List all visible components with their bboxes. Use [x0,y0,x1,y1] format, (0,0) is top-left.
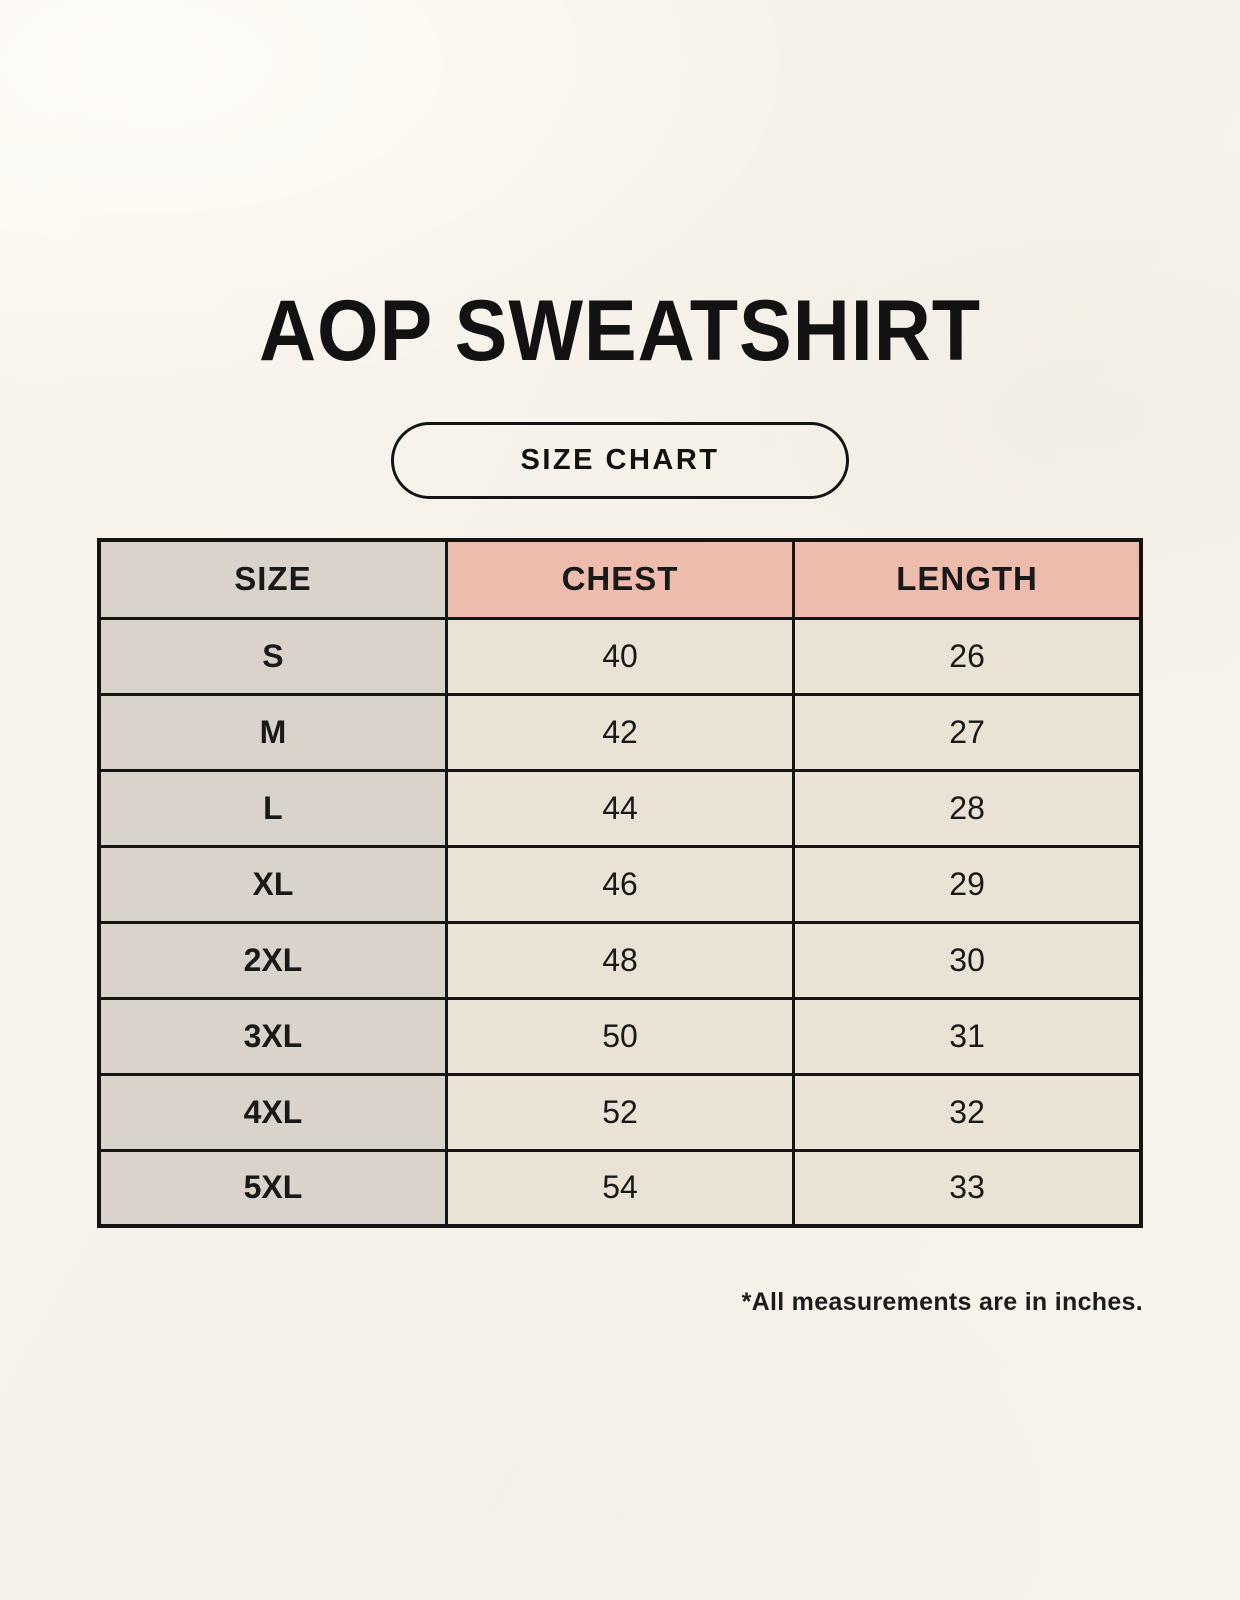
size-cell: L [97,768,448,848]
size-cell: M [97,692,448,772]
column-header-size: SIZE [97,538,448,620]
chest-value-cell: 40 [444,616,796,696]
size-chart-badge-label: SIZE CHART [520,444,720,476]
chest-value-cell: 46 [444,844,796,924]
table-row: XL 46 29 [97,844,1143,924]
chest-value-cell: 42 [444,692,796,772]
measurements-footnote: *All measurements are in inches. [741,1288,1143,1316]
column-header-chest: CHEST [444,538,796,620]
chest-value-cell: 54 [444,1148,796,1228]
length-value-cell: 28 [792,768,1143,848]
table-row: 5XL 54 33 [97,1148,1143,1228]
table-row: 2XL 48 30 [97,920,1143,1000]
size-cell: 5XL [97,1148,448,1228]
chest-value-cell: 50 [444,996,796,1076]
chest-value-cell: 44 [444,768,796,848]
size-chart-table: SIZE CHEST LENGTH S 40 26 M 42 27 L 44 2… [97,538,1143,1228]
size-cell: XL [97,844,448,924]
size-cell: 3XL [97,996,448,1076]
size-cell: S [97,616,448,696]
size-cell: 4XL [97,1072,448,1152]
table-row: L 44 28 [97,768,1143,848]
size-chart-badge: SIZE CHART [391,422,849,499]
table-header-row: SIZE CHEST LENGTH [97,538,1143,620]
table-row: 3XL 50 31 [97,996,1143,1076]
table-row: S 40 26 [97,616,1143,696]
size-cell: 2XL [97,920,448,1000]
chest-value-cell: 48 [444,920,796,1000]
chest-value-cell: 52 [444,1072,796,1152]
length-value-cell: 33 [792,1148,1143,1228]
table-row: 4XL 52 32 [97,1072,1143,1152]
length-value-cell: 30 [792,920,1143,1000]
table-row: M 42 27 [97,692,1143,772]
length-value-cell: 26 [792,616,1143,696]
column-header-length: LENGTH [792,538,1143,620]
length-value-cell: 31 [792,996,1143,1076]
page-title: AOP SWEATSHIRT [258,283,982,379]
length-value-cell: 27 [792,692,1143,772]
length-value-cell: 29 [792,844,1143,924]
length-value-cell: 32 [792,1072,1143,1152]
